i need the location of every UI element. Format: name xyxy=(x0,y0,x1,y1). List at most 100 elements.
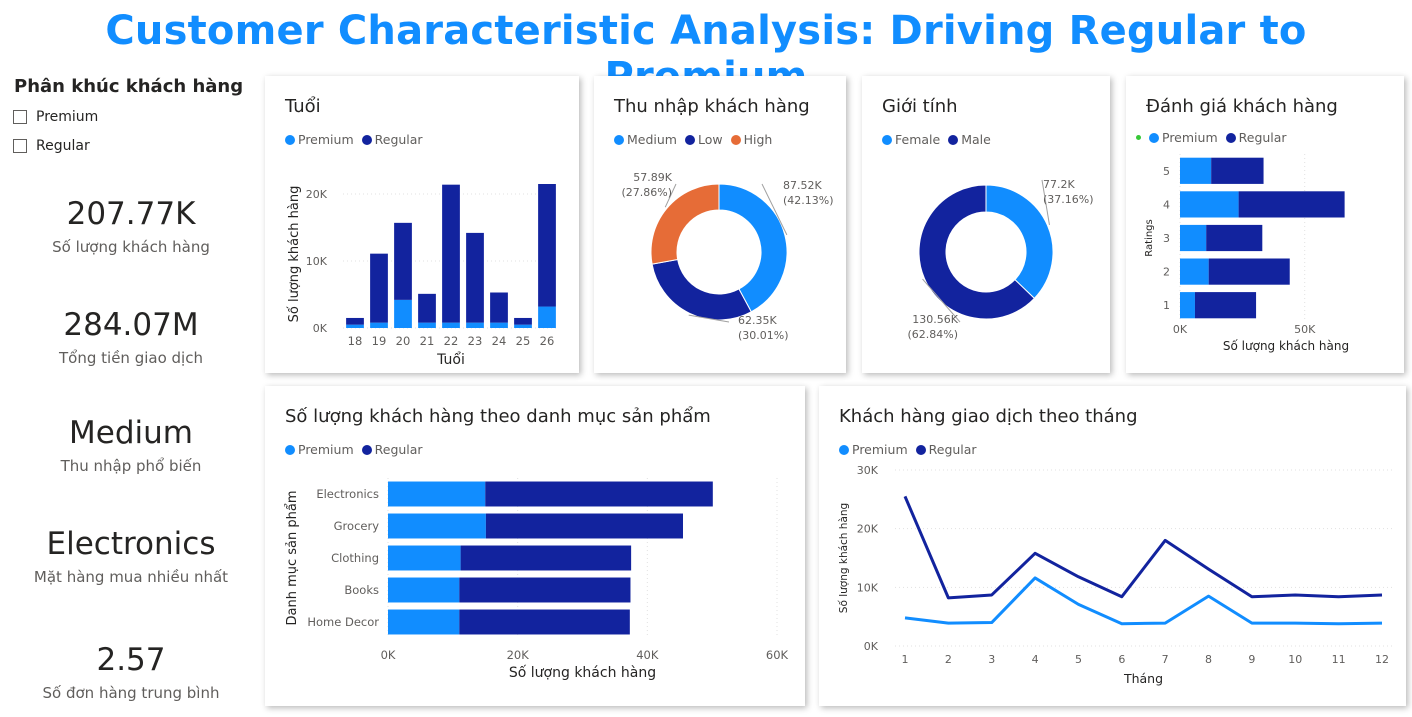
chart-title: Khách hàng giao dịch theo tháng xyxy=(839,406,1138,427)
legend-label: Premium xyxy=(852,442,908,457)
legend-item-regular[interactable]: Regular xyxy=(361,442,423,457)
kpi-value: Electronics xyxy=(46,526,216,562)
kpi-card-transaction-total: 284.07M Tổng tiền giao dịch xyxy=(0,307,262,367)
bar-premium xyxy=(1180,292,1195,319)
y-tick-label: Grocery xyxy=(334,519,380,533)
slicer-option-regular[interactable]: Regular xyxy=(13,138,90,154)
bar-regular xyxy=(538,184,556,307)
legend-item-regular[interactable]: Regular xyxy=(1225,130,1287,145)
kpi-value: 207.77K xyxy=(66,196,196,232)
legend-dot-icon xyxy=(1225,132,1236,143)
x-tick-label: 7 xyxy=(1162,653,1169,666)
kpi-label: Số lượng khách hàng xyxy=(52,238,210,256)
donut-slice-male xyxy=(918,184,1036,320)
line-series-premium xyxy=(904,576,1383,626)
data-label-percent: (27.86%) xyxy=(621,186,672,199)
kpi-card-top-category: Electronics Mặt hàng mua nhiều nhất xyxy=(0,526,262,586)
bar-premium xyxy=(538,306,556,328)
kpi-card-income: Medium Thu nhập phổ biến xyxy=(0,415,262,475)
bar-regular xyxy=(459,609,630,635)
bar-regular xyxy=(514,317,532,325)
legend-dot-icon xyxy=(614,134,624,145)
x-tick-label: 23 xyxy=(468,334,483,348)
x-tick-label: 60K xyxy=(766,648,789,662)
x-tick-label: 8 xyxy=(1205,653,1212,666)
category-bar-chart: 0K 20K 40K 60K Electronics Grocery Clothing Boo… xyxy=(285,478,789,681)
bar-premium xyxy=(388,545,461,571)
legend-dot-icon xyxy=(839,444,849,455)
legend-label: Premium xyxy=(298,132,354,147)
kpi-value: Medium xyxy=(69,415,193,451)
bar-premium xyxy=(466,322,484,328)
y-tick-label: Electronics xyxy=(316,487,379,501)
y-tick-label: Books xyxy=(344,583,379,597)
y-tick-label: 20K xyxy=(857,523,879,536)
data-label-value: 130.56K xyxy=(912,313,958,326)
x-axis-title: Số lượng khách hàng xyxy=(509,664,656,681)
y-tick-label: 0K xyxy=(864,640,879,653)
monthly-chart-card: Khách hàng giao dịch theo tháng Premium … xyxy=(819,386,1406,706)
y-tick-label: 10K xyxy=(857,581,879,594)
checkbox-regular[interactable] xyxy=(13,139,27,153)
legend-item-high[interactable]: High xyxy=(730,132,773,147)
slicer-title: Phân khúc khách hàng xyxy=(14,76,244,97)
y-tick-label: 3 xyxy=(1163,232,1170,245)
x-tick-label: 0K xyxy=(1173,323,1188,336)
x-tick-label: 6 xyxy=(1118,653,1125,666)
chart-title: Giới tính xyxy=(882,96,958,117)
age-chart-card: Tuổi Premium Regular 0K 10K 20K 18 19 20 21 22 2… xyxy=(265,76,579,373)
chart-title: Thu nhập khách hàng xyxy=(614,96,810,117)
legend-label: Medium xyxy=(627,132,677,147)
x-tick-label: 50K xyxy=(1294,323,1316,336)
income-donut-chart: 87.52K (42.13%) 62.35K (30.01%) 57.89K (27.86… xyxy=(621,171,834,342)
legend-item-regular[interactable]: Regular xyxy=(361,132,423,147)
legend-item-medium[interactable]: Medium xyxy=(614,132,677,147)
legend-dot-icon xyxy=(730,134,741,145)
legend-item-premium[interactable]: Premium xyxy=(1149,130,1218,145)
legend-item-premium[interactable]: Premium xyxy=(285,442,354,457)
data-label-value: 62.35K xyxy=(738,314,777,327)
chart-legend: Medium Low High xyxy=(614,132,772,147)
x-tick-label: 9 xyxy=(1248,653,1255,666)
legend-item-female[interactable]: Female xyxy=(882,132,940,147)
rating-bar-chart: 0K 50K 5 4 3 2 1 Số lượng khách hàng Ratings xyxy=(1144,154,1349,353)
legend-item-low[interactable]: Low xyxy=(684,132,723,147)
legend-dot-icon xyxy=(361,134,372,145)
kpi-card-avg-orders: 2.57 Số đơn hàng trung bình xyxy=(0,642,262,702)
bar-premium xyxy=(394,299,412,328)
legend-item-regular[interactable]: Regular xyxy=(915,442,977,457)
kpi-value: 284.07M xyxy=(63,307,199,343)
legend-dot-icon xyxy=(915,444,926,455)
bar-regular xyxy=(370,253,388,323)
y-tick-label: Home Decor xyxy=(307,615,379,629)
donut-slice-high xyxy=(650,183,720,265)
slicer-option-premium[interactable]: Premium xyxy=(13,109,98,125)
kpi-value: 2.57 xyxy=(96,642,166,678)
bar-regular xyxy=(490,292,508,323)
legend-label: Premium xyxy=(298,442,354,457)
bar-premium xyxy=(1180,157,1212,184)
gender-chart-card: Giới tính Female Male 77.2K (37.16%) 130.5… xyxy=(862,76,1110,373)
x-tick-label: 18 xyxy=(348,334,363,348)
y-tick-label: 2 xyxy=(1163,266,1170,279)
bar-premium xyxy=(1180,258,1209,285)
legend-dot-icon xyxy=(1149,132,1159,143)
x-tick-label: 21 xyxy=(420,334,435,348)
legend-item-male[interactable]: Male xyxy=(948,132,991,147)
bar-premium xyxy=(388,577,460,603)
legend-dot-icon xyxy=(285,134,295,145)
bar-regular xyxy=(346,317,364,325)
legend-label: High xyxy=(743,132,773,147)
data-label-percent: (42.13%) xyxy=(783,194,834,207)
y-axis-title: Số lượng khách hàng xyxy=(838,503,850,613)
x-tick-label: 11 xyxy=(1332,653,1346,666)
slicer-option-label: Premium xyxy=(36,109,99,125)
legend-item-premium[interactable]: Premium xyxy=(839,442,908,457)
x-tick-label: 4 xyxy=(1032,653,1039,666)
y-axis-title: Ratings xyxy=(1144,219,1155,256)
bar-regular xyxy=(394,222,412,300)
checkbox-premium[interactable] xyxy=(13,110,27,124)
bar-regular xyxy=(485,513,683,539)
legend-item-premium[interactable]: Premium xyxy=(285,132,354,147)
x-tick-label: 3 xyxy=(988,653,995,666)
